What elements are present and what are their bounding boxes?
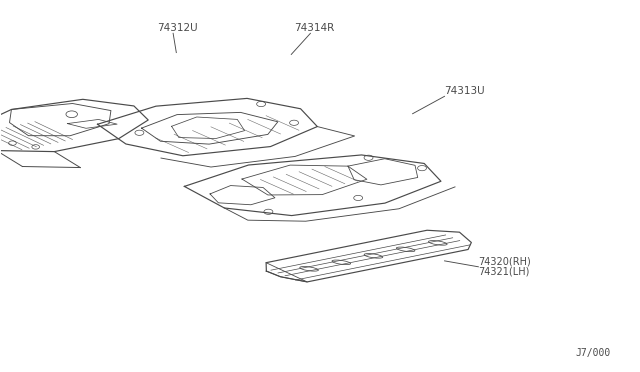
Text: 74321(LH): 74321(LH) [478,267,530,277]
Text: 74314R: 74314R [294,23,335,33]
Text: 74313U: 74313U [445,86,485,96]
Text: J7/000: J7/000 [575,348,611,358]
Text: 74320(RH): 74320(RH) [478,257,531,267]
Text: 74312U: 74312U [157,23,198,33]
